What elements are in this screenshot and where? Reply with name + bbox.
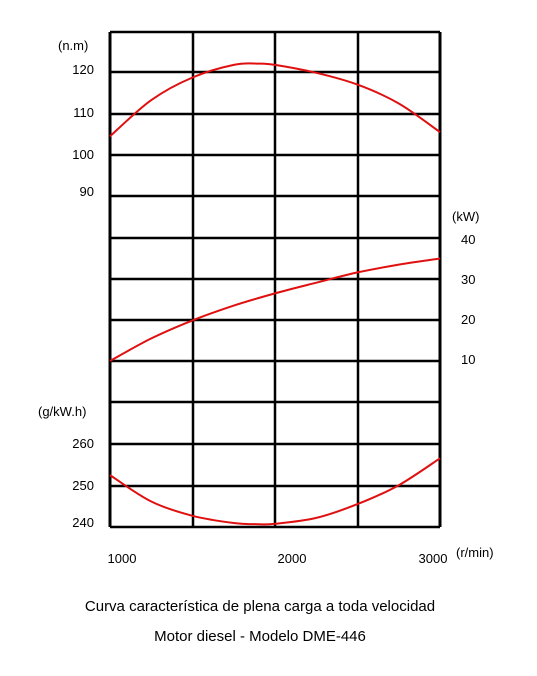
power-tick-label: 20 [461, 312, 475, 327]
power-curve [109, 257, 441, 362]
power-tick-label: 40 [461, 232, 475, 247]
consumption-tick-label: 240 [72, 515, 94, 530]
chart-grid [108, 30, 442, 529]
x-tick-label: 1000 [108, 551, 137, 566]
unit-labels: (n.m) (kW) (g/kW.h) (r/min) [38, 38, 494, 560]
torque-tick-label: 120 [72, 62, 94, 77]
chart-subtitle: Motor diesel - Modelo DME-446 [154, 628, 366, 645]
tick-labels: 90 100 110 120 10 20 30 40 240 250 260 1000 2000 3000 [72, 62, 475, 566]
power-tick-label: 30 [461, 272, 475, 287]
consumption-unit-label: (g/kW.h) [38, 404, 86, 419]
chart-curves [109, 62, 441, 526]
consumption-tick-label: 260 [72, 436, 94, 451]
power-tick-label: 10 [461, 352, 475, 367]
torque-tick-label: 110 [73, 105, 94, 120]
torque-tick-label: 90 [80, 184, 94, 199]
chart-title: Curva característica de plena carga a to… [85, 598, 435, 615]
torque-unit-label: (n.m) [58, 38, 88, 53]
torque-tick-label: 100 [72, 147, 94, 162]
torque-curve [109, 62, 441, 138]
power-unit-label: (kW) [452, 209, 479, 224]
x-tick-label: 3000 [419, 551, 448, 566]
x-tick-label: 2000 [278, 551, 307, 566]
x-unit-label: (r/min) [456, 545, 494, 560]
consumption-tick-label: 250 [72, 478, 94, 493]
consumption-curve [109, 457, 441, 526]
